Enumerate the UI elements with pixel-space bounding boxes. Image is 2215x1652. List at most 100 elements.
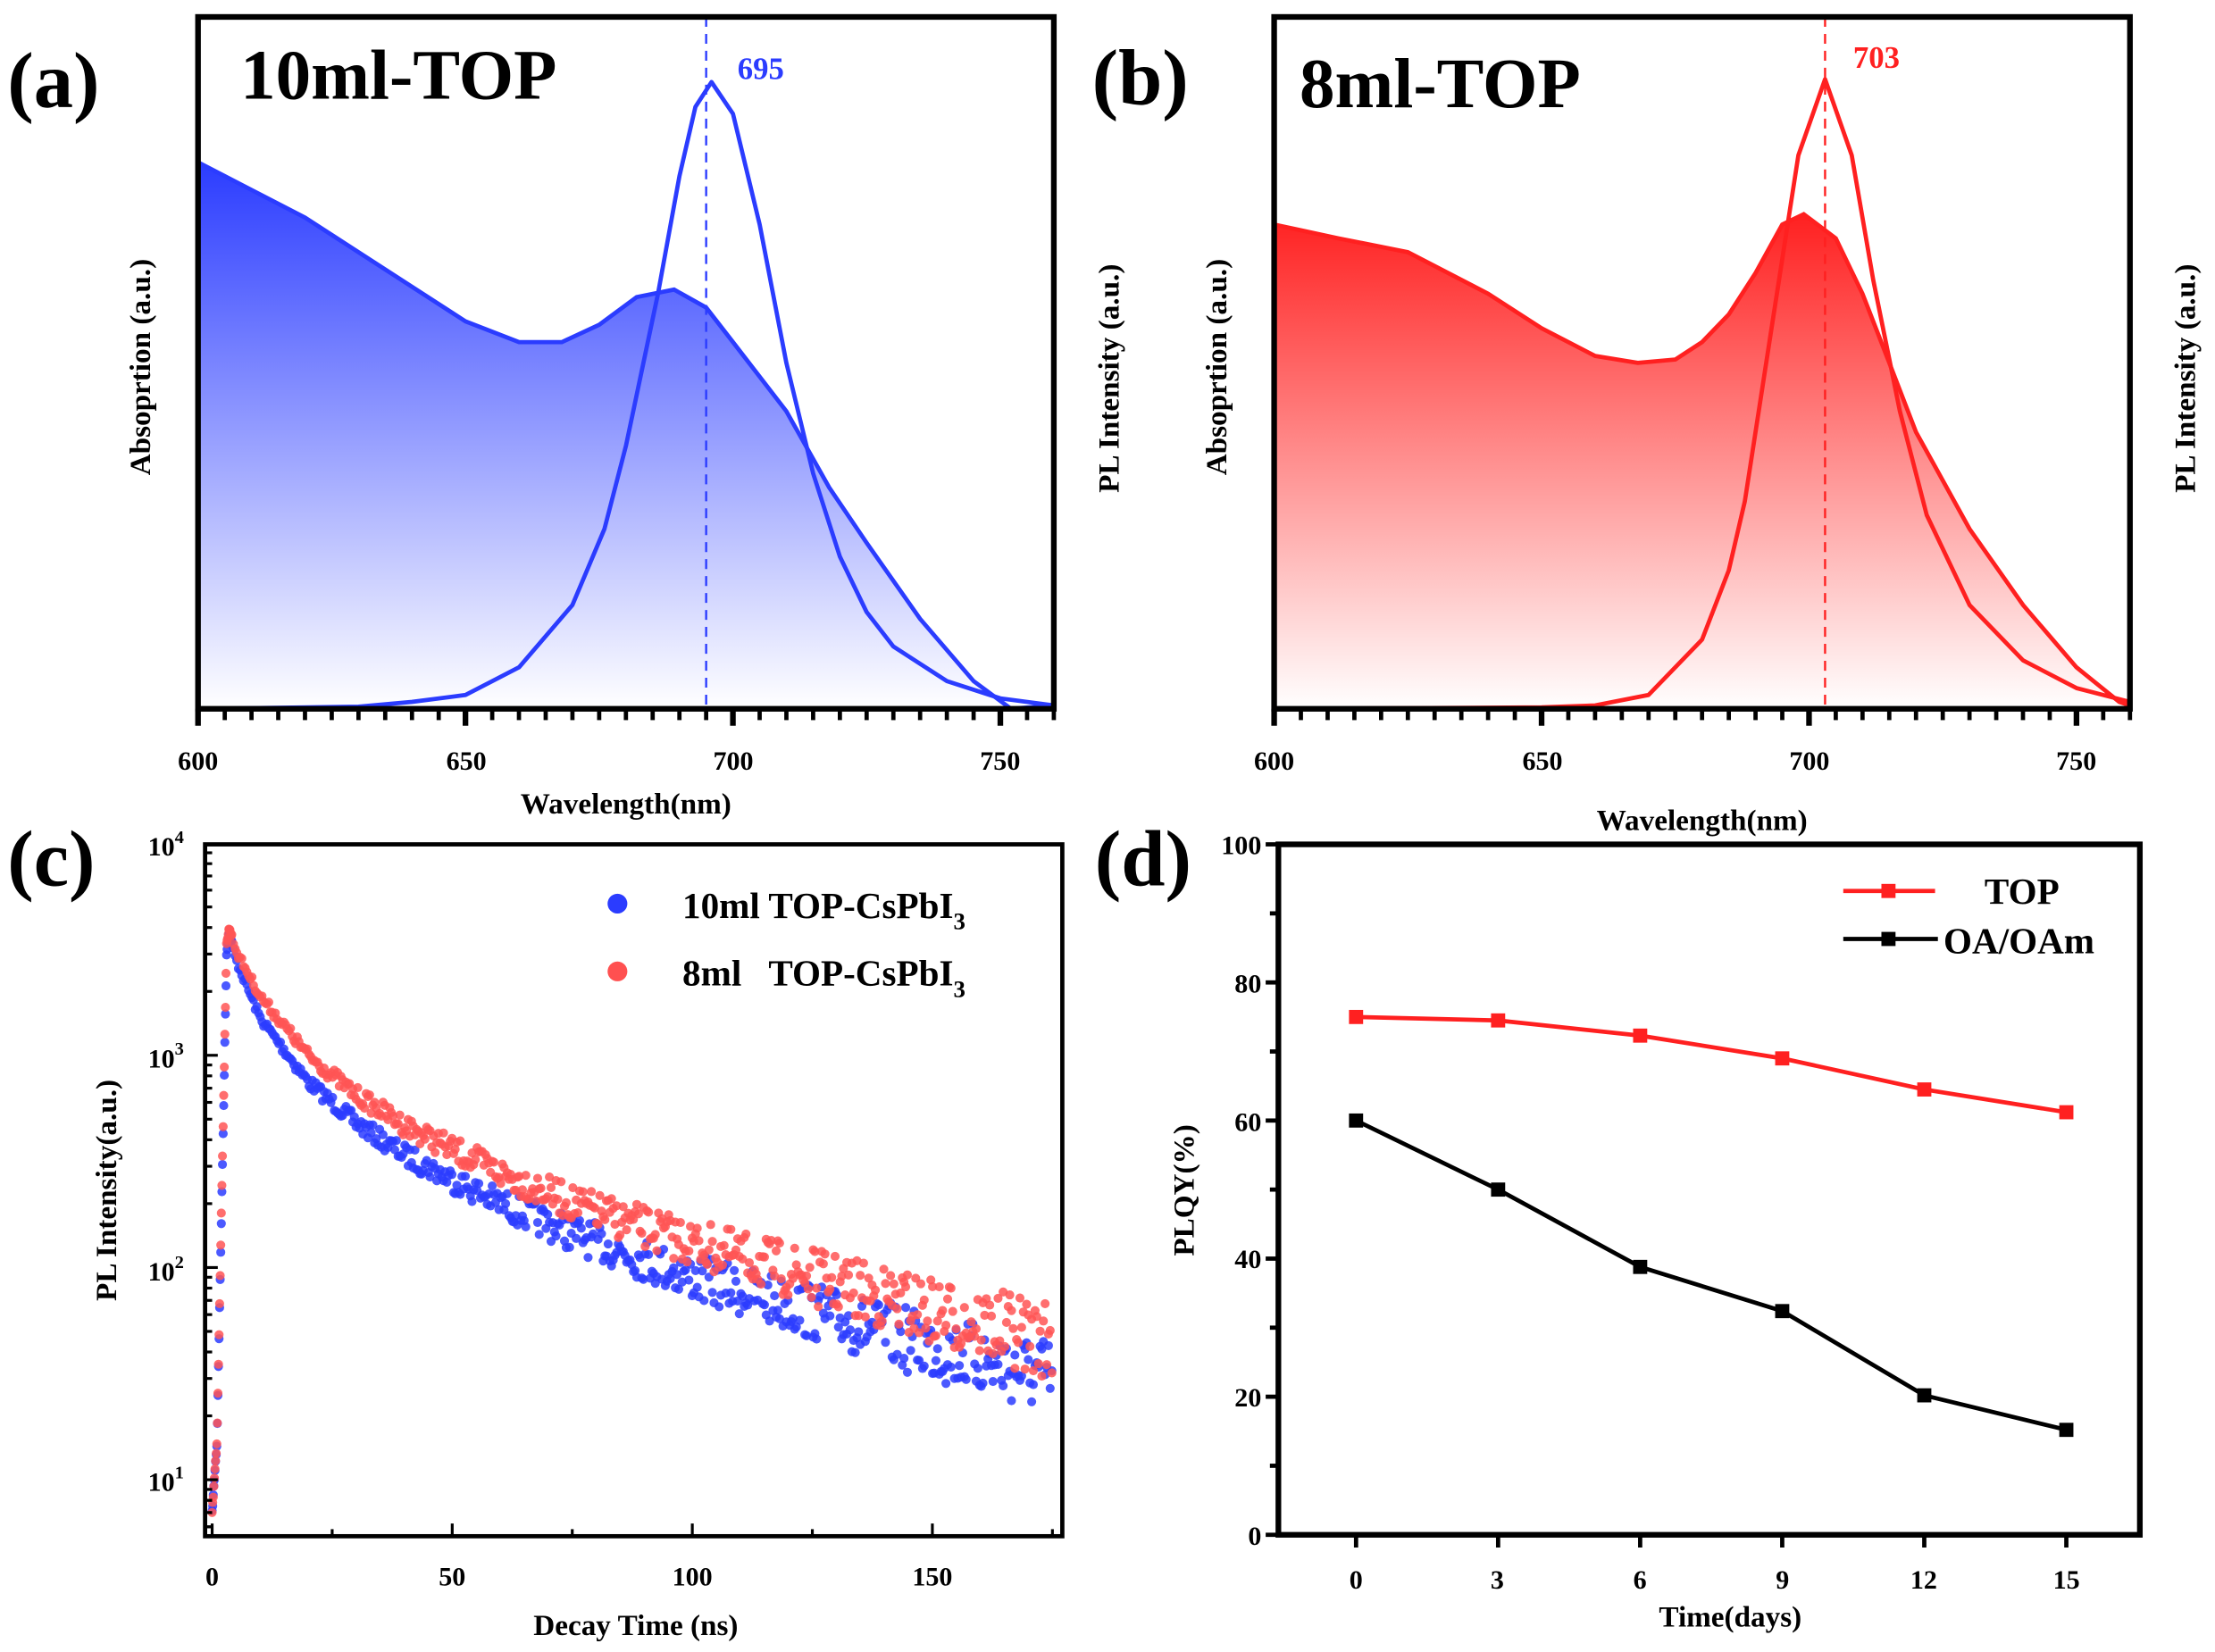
decay-point [926, 1275, 936, 1285]
x-tick-b: 750 [2056, 747, 2096, 776]
decay-point [212, 1448, 222, 1458]
decay-point [812, 1334, 822, 1344]
decay-point [501, 1198, 511, 1209]
decay-point [1005, 1290, 1015, 1300]
decay-point [906, 1346, 915, 1356]
decay-point [227, 930, 237, 939]
decay-point [1028, 1380, 1039, 1389]
decay-point [221, 1002, 230, 1013]
decay-point [439, 1128, 448, 1138]
decay-point [843, 1270, 854, 1280]
decay-point [902, 1270, 913, 1280]
decay-point [877, 1316, 887, 1326]
peak-label-a: 695 [738, 52, 784, 87]
decay-point [1037, 1371, 1047, 1381]
decay-point [759, 1300, 769, 1310]
decay-point [328, 1092, 338, 1102]
decay-point [706, 1220, 715, 1230]
decay-point [941, 1321, 951, 1331]
decay-point [456, 1136, 465, 1146]
decay-point [719, 1240, 729, 1250]
decay-point [730, 1265, 740, 1275]
decay-point [1037, 1344, 1047, 1354]
decay-point [213, 1359, 223, 1369]
decay-point [854, 1327, 864, 1337]
decay-point [860, 1312, 870, 1322]
decay-point [677, 1277, 687, 1287]
decay-point [999, 1381, 1008, 1391]
decay-point [915, 1328, 924, 1338]
y-tick-d: 0 [1248, 1522, 1261, 1551]
decay-point [442, 1150, 452, 1160]
decay-point [881, 1338, 890, 1347]
decay-point [606, 1194, 616, 1204]
decay-point [1027, 1397, 1037, 1406]
decay-point [521, 1171, 531, 1181]
decay-point [783, 1290, 793, 1300]
y-axis-label-d: PLQY(%) [1167, 1124, 1200, 1256]
decay-point [973, 1364, 982, 1373]
decay-point [556, 1177, 566, 1187]
decay-point [496, 1179, 506, 1189]
decay-point [766, 1236, 776, 1246]
panel-b: (b) 8ml-TOP 703 Wavelength(nm) Absoprtio… [1092, 13, 2202, 838]
decay-point [995, 1336, 1005, 1346]
decay-point [946, 1283, 956, 1293]
decay-point [879, 1264, 889, 1274]
decay-point [988, 1376, 998, 1387]
decay-point [568, 1183, 578, 1193]
decay-point [593, 1220, 603, 1230]
y-tick-d: 40 [1234, 1245, 1261, 1274]
decay-point [931, 1356, 940, 1365]
decay-point [913, 1310, 923, 1320]
decay-point [986, 1311, 997, 1321]
legend-label-10ml: 10ml TOP-CsPbI3 [682, 885, 965, 935]
decay-point [644, 1249, 654, 1259]
absorption-curve-b [1274, 212, 2131, 708]
decay-point [985, 1300, 995, 1310]
decay-point [364, 1090, 374, 1100]
decay-point [511, 1185, 521, 1196]
decay-point [820, 1249, 830, 1259]
x-axis-label-d: Time(days) [1659, 1601, 1801, 1634]
decay-point [213, 1418, 222, 1428]
decay-point [692, 1223, 702, 1233]
x-tick-d: 9 [1776, 1565, 1789, 1595]
x-axis-label-b: Wavelength(nm) [1597, 805, 1808, 838]
plqy-marker [1491, 1013, 1506, 1028]
decay-point [807, 1292, 816, 1302]
decay-point [942, 1294, 953, 1304]
decay-point [941, 1379, 951, 1389]
decay-point [637, 1228, 647, 1239]
decay-point [976, 1335, 986, 1345]
decay-point [864, 1273, 873, 1283]
decay-point [622, 1225, 631, 1235]
decay-point [532, 1217, 543, 1228]
decay-point [633, 1209, 643, 1219]
decay-point [615, 1230, 625, 1239]
decay-point [213, 1389, 223, 1398]
decay-point [220, 1062, 230, 1072]
decay-point [211, 1456, 221, 1465]
decay-point [564, 1242, 574, 1252]
decay-point [665, 1273, 675, 1283]
x-tick-a: 650 [447, 747, 487, 776]
decay-point [263, 997, 273, 1007]
decay-point [771, 1246, 782, 1256]
panel-label-b: (b) [1092, 35, 1189, 122]
panel-label-c: (c) [7, 815, 95, 903]
legend-marker-10ml [607, 893, 628, 914]
decay-point [774, 1314, 784, 1323]
decay-point [919, 1361, 929, 1371]
decay-point [850, 1347, 860, 1357]
decay-point [216, 1219, 226, 1229]
decay-point [684, 1275, 694, 1285]
decay-point [946, 1362, 956, 1372]
decay-point [845, 1325, 855, 1335]
decay-point [210, 1464, 220, 1473]
absorption-fill-a [197, 162, 1054, 709]
decay-point [948, 1306, 957, 1316]
decay-point [216, 1208, 226, 1218]
decay-point [858, 1258, 868, 1268]
decay-point [707, 1288, 717, 1297]
